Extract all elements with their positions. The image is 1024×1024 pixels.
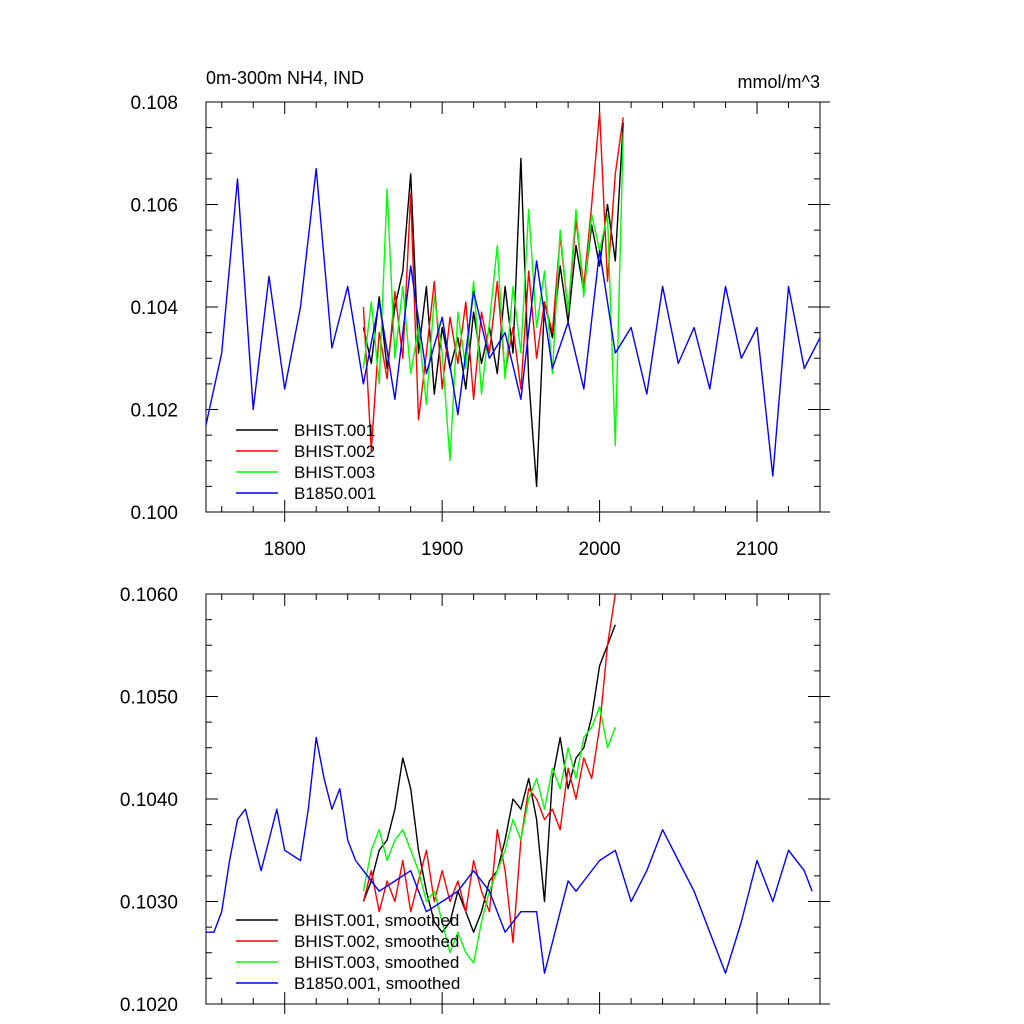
legend-label-1: BHIST.002 — [294, 442, 375, 461]
top-axis-ticks: 1800 1900 2000 2100 0.100 0.102 0.104 0.106 0.10… — [130, 93, 830, 560]
bottom-series-group — [206, 593, 813, 974]
x-tick-label: 2000 — [578, 539, 620, 560]
legend-label-2: BHIST.003 — [294, 463, 375, 482]
series-line-3 — [205, 167, 821, 477]
top-panel: 0m-300m NH4, IND mmol/m^3 1800 1900 2000 21… — [130, 68, 830, 560]
y-tick-label: 0.106 — [130, 196, 178, 217]
y-tick-label: 0.102 — [130, 401, 178, 422]
bottom-legend: BHIST.001, smoothed BHIST.002, smoothed BH… — [236, 911, 460, 993]
top-plot-title: 0m-300m NH4, IND — [206, 68, 364, 88]
y-tick-label: 0.1060 — [120, 585, 178, 606]
y-tick-label: 0.1040 — [120, 790, 178, 811]
bottom-panel: 0.1020 0.1030 0.1040 0.1050 0.1060 BHIST.001… — [120, 585, 830, 1016]
series-line-0 — [362, 624, 616, 933]
y-tick-label: 0.1020 — [120, 995, 178, 1016]
legend-label-2: BHIST.003, smoothed — [294, 953, 459, 972]
legend-label-1: BHIST.002, smoothed — [294, 932, 459, 951]
y-tick-label: 0.104 — [130, 298, 178, 319]
legend-label-3: B1850.001, smoothed — [294, 974, 460, 993]
legend-label-3: B1850.001 — [294, 484, 376, 503]
y-tick-label: 0.1030 — [120, 893, 178, 914]
series-line-2 — [362, 132, 624, 462]
legend-label-0: BHIST.001, smoothed — [294, 911, 459, 930]
y-tick-label: 0.100 — [130, 503, 178, 524]
x-tick-label: 1800 — [264, 539, 306, 560]
y-tick-label: 0.108 — [130, 93, 178, 114]
top-series-group — [205, 111, 821, 488]
top-plot-units: mmol/m^3 — [738, 72, 820, 92]
series-line-1 — [362, 593, 616, 944]
legend-label-0: BHIST.001 — [294, 421, 375, 440]
y-tick-label: 0.1050 — [120, 688, 178, 709]
bottom-axis-ticks: 0.1020 0.1030 0.1040 0.1050 0.1060 — [120, 585, 830, 1016]
series-line-3 — [206, 736, 813, 974]
x-tick-label: 1900 — [421, 539, 463, 560]
x-tick-label: 2100 — [736, 539, 778, 560]
series-line-0 — [362, 122, 624, 488]
top-legend: BHIST.001 BHIST.002 BHIST.003 B1850.001 — [236, 421, 376, 503]
